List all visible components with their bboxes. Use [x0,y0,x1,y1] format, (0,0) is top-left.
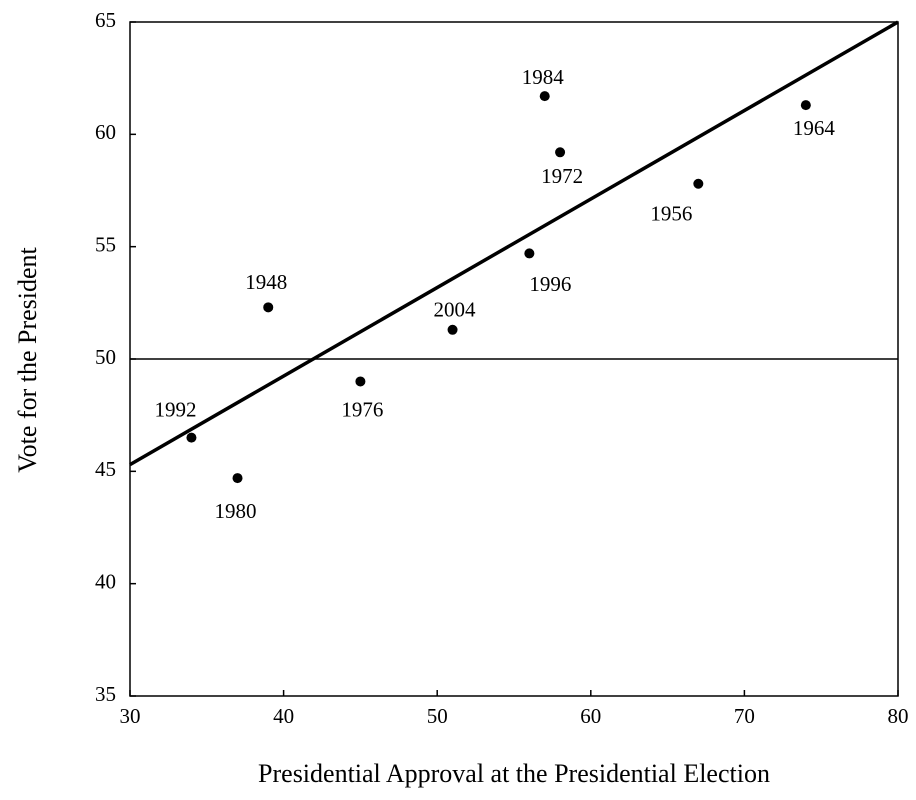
point-label: 1976 [341,397,383,421]
point-label: 1980 [215,499,257,523]
y-tick-label: 55 [95,232,116,256]
point [355,376,366,387]
x-tick-label: 60 [580,704,601,728]
y-tick-label: 65 [95,8,116,32]
point [232,473,243,484]
point-label: 1992 [154,397,196,421]
point [263,302,274,313]
point [539,91,550,102]
point [524,248,535,259]
y-tick-label: 40 [95,569,116,593]
point-label: 1964 [793,116,836,140]
point [186,432,197,443]
x-tick-label: 80 [888,704,909,728]
point-label: 2004 [434,298,477,322]
point-label: 1956 [650,202,692,226]
x-tick-label: 50 [427,704,448,728]
y-axis-title: Vote for the President [13,246,42,472]
point-label: 1996 [529,272,571,296]
y-tick-label: 35 [95,682,116,706]
point [447,324,458,335]
point-label: 1984 [522,65,565,89]
y-tick-label: 45 [95,457,116,481]
point [800,100,811,111]
point [693,178,704,189]
y-tick-label: 60 [95,120,116,144]
x-tick-label: 40 [273,704,294,728]
point [555,147,566,158]
point-label: 1948 [245,270,287,294]
point-label: 1972 [541,164,583,188]
x-tick-label: 30 [120,704,141,728]
x-tick-label: 70 [734,704,755,728]
y-tick-label: 50 [95,345,116,369]
fit-line [129,20,899,467]
x-axis-title: Presidential Approval at the Presidentia… [258,759,770,788]
